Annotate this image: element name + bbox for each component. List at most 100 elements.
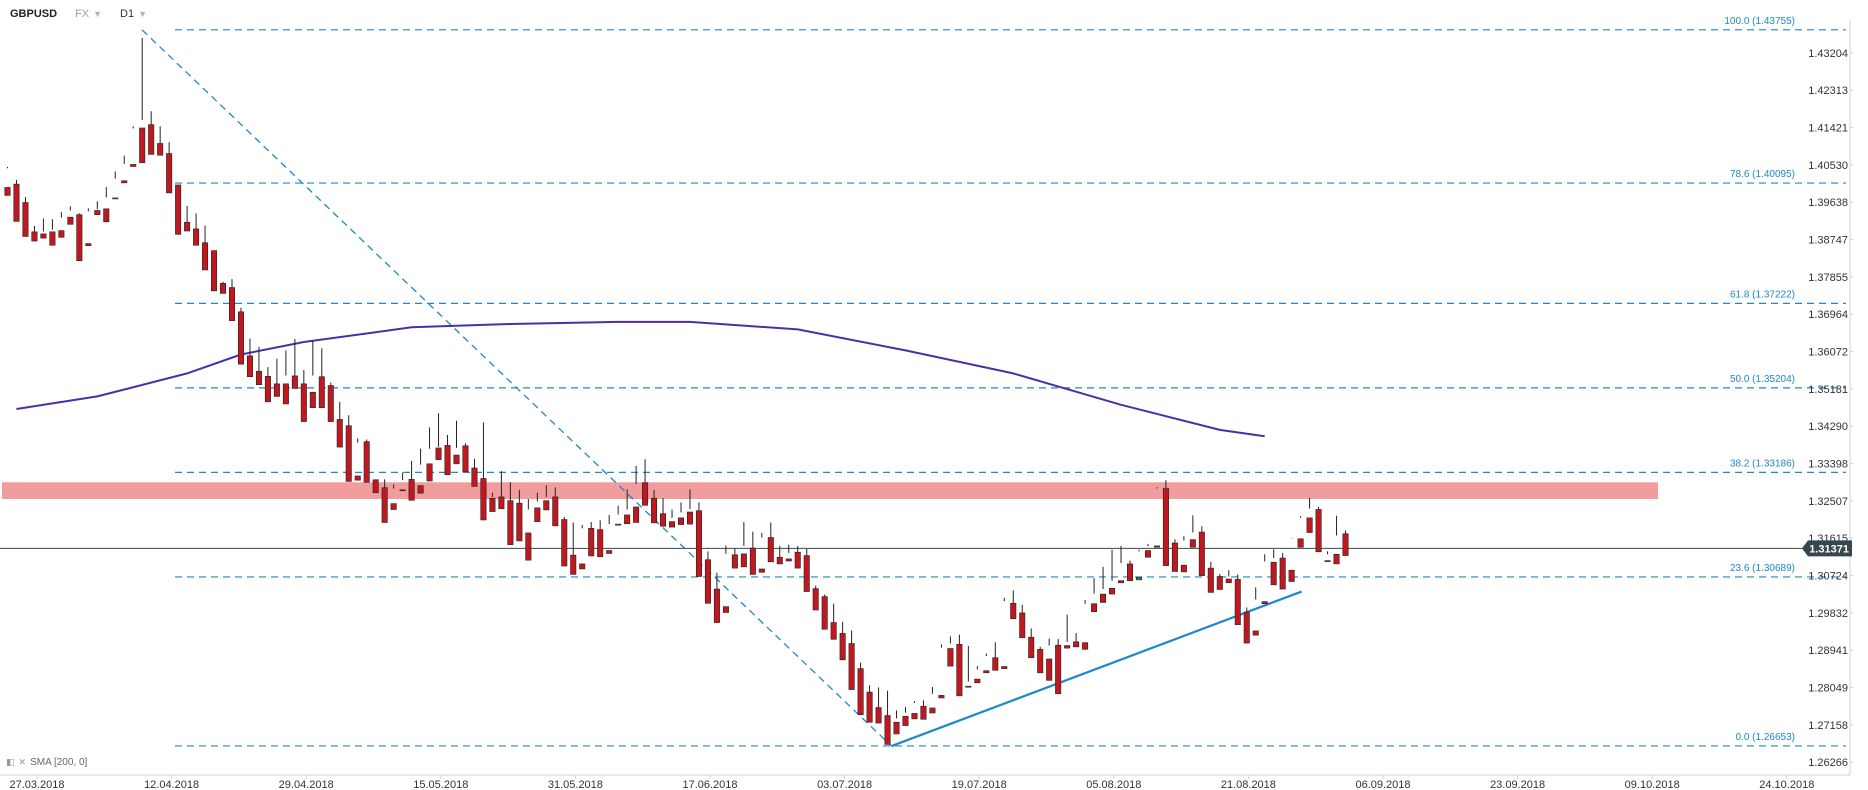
candle [758,532,765,573]
candle [76,213,83,262]
candle-body [624,514,631,525]
candle [1162,480,1169,566]
candle-body [1342,533,1349,556]
candle [1046,638,1053,681]
candle-body [417,485,424,494]
candle [695,502,702,577]
candle-body [13,183,20,222]
candle-body [381,487,388,523]
candle-body [758,568,765,573]
candle-body [1207,567,1214,593]
time-tick-label: 06.09.2018 [1355,779,1410,790]
candle-body [570,554,577,575]
time-tick-label: 05.08.2018 [1086,779,1141,790]
price-tick-label: 1.32507 [1808,496,1848,508]
time-tick-label: 29.04.2018 [279,779,334,790]
candle-body [435,447,442,460]
candle-body [1297,538,1304,548]
candle-body [282,383,289,405]
candle [175,184,182,235]
candle [606,514,613,554]
candle-body [1306,517,1313,533]
candle [444,434,451,476]
candle-body [1270,561,1277,586]
candle [166,142,173,194]
candle-body [31,231,38,242]
candle [435,413,442,460]
candle-body [722,606,729,613]
candle-body [812,588,819,611]
candle [669,509,676,528]
time-tick-label: 09.10.2018 [1625,779,1680,790]
candle-body [336,419,343,448]
candle-body [615,523,622,526]
candle-body [1091,603,1098,612]
candle [552,487,559,527]
symbol-label[interactable]: GBPUSD [10,8,58,20]
price-tick-label: 1.36964 [1808,309,1848,321]
price-tick-label: 1.41421 [1808,123,1848,135]
candle-body [130,164,137,167]
candle [525,499,532,561]
candle [1010,590,1017,620]
price-axis-background [1850,0,1868,790]
market-dropdown[interactable]: FX ▼ [75,8,102,20]
support-trendline [891,590,1303,748]
candle [857,662,864,715]
eye-icon[interactable]: ◧ [6,757,15,767]
candle-body [139,127,146,164]
candle [489,492,496,512]
candle [785,544,792,562]
candle-body [471,467,478,487]
resistance-zone [2,482,1658,500]
candle [453,420,460,465]
candle-body [1153,545,1160,548]
candle-body [1082,642,1089,650]
time-tick-label: 27.03.2018 [9,779,64,790]
candle [390,484,397,510]
candle [821,594,828,630]
price-tick-label: 1.42313 [1808,85,1848,97]
candle [875,687,882,724]
candle [193,213,200,246]
candle-body [193,228,200,246]
candle [624,489,631,525]
candle-body [1135,577,1142,581]
candle [677,502,684,525]
candle-body [794,551,801,569]
candle-body [363,441,370,483]
timeframe-dropdown[interactable]: D1 ▼ [120,8,147,20]
candle-body [4,187,11,196]
candle [246,338,253,378]
candle-body [776,556,783,565]
indicator-label: SMA [200, 0] [30,757,88,768]
candle [992,642,999,671]
candle [211,250,218,292]
time-tick-label: 23.09.2018 [1490,779,1545,790]
candle [103,187,110,223]
candle [911,701,918,720]
candle-body [345,425,352,482]
candle-body [803,555,810,592]
price-tick-label: 1.33398 [1808,459,1848,471]
candle [94,201,101,215]
candle [561,517,568,567]
candle-body [121,180,128,184]
candle [345,415,352,482]
candle-body [255,370,262,385]
chart-header: GBPUSD FX ▼ D1 ▼ [10,8,147,20]
candle [237,307,244,365]
fib-level-label: 23.6 (1.30689) [1730,563,1795,574]
close-icon[interactable]: ✕ [18,757,27,767]
candles [4,37,1349,745]
candle-body [938,695,945,699]
candle-body [148,124,155,155]
candle [1243,607,1250,644]
price-tick-label: 1.26266 [1808,757,1848,769]
candle [157,126,164,156]
candle-body [1315,509,1322,553]
candle [354,438,361,481]
candle [1324,551,1331,562]
